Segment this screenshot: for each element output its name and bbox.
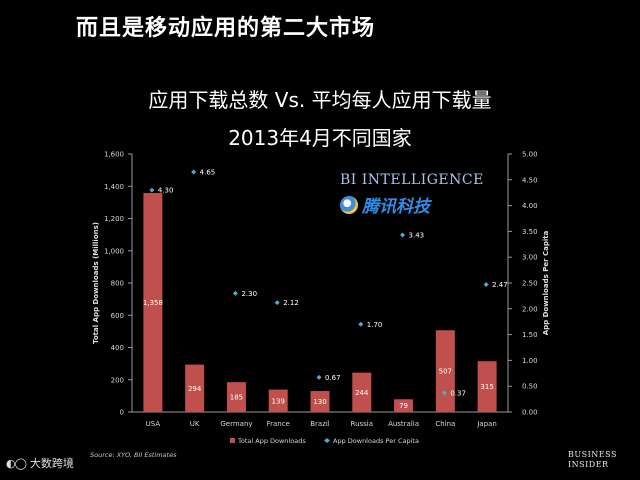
- chart-subtitle: 2013年4月不同国家: [228, 126, 412, 150]
- bi-logo-line-1: BUSINESS: [568, 450, 617, 459]
- per-capita-label: 2.30: [241, 290, 257, 298]
- y-tick-label: 0: [120, 409, 124, 417]
- tencent-watermark: 腾讯科技: [362, 197, 430, 217]
- x-tick-label: China: [435, 420, 455, 428]
- y2-tick-label: 2.00: [522, 305, 538, 313]
- y2-tick-label: 2.50: [522, 280, 538, 288]
- y2-tick-label: 3.00: [522, 254, 538, 262]
- bar-value-label: 244: [355, 389, 369, 397]
- bar: [394, 399, 414, 412]
- y-axis-title: Total App Downloads (Millions): [92, 222, 100, 344]
- bar-value-label: 185: [230, 394, 243, 402]
- y-tick-label: 1,400: [104, 183, 124, 191]
- y2-tick-label: 1.00: [522, 357, 538, 365]
- bi-intelligence-watermark: BI INTELLIGENCE: [340, 172, 484, 188]
- per-capita-point: [316, 374, 322, 380]
- y2-tick-label: 0.50: [522, 383, 538, 391]
- chart-title: 应用下载总数 Vs. 平均每人应用下载量: [148, 88, 492, 112]
- legend-bar-label: Total App Downloads: [237, 437, 306, 445]
- bar-value-label: 1,358: [143, 299, 163, 307]
- per-capita-point: [191, 169, 197, 175]
- bar-value-label: 315: [480, 383, 493, 391]
- y2-tick-label: 3.50: [522, 228, 538, 236]
- per-capita-point: [358, 321, 364, 327]
- per-capita-point: [232, 290, 238, 296]
- per-capita-point: [274, 300, 280, 306]
- per-capita-label: 2.47: [492, 281, 508, 289]
- per-capita-label: 1.70: [367, 321, 383, 329]
- x-tick-label: Japan: [476, 420, 497, 428]
- per-capita-label: 2.12: [283, 299, 299, 307]
- watermark: BI INTELLIGENCE 腾讯科技: [340, 172, 484, 217]
- legend-bar-swatch: [230, 438, 235, 443]
- x-tick-label: USA: [146, 420, 161, 428]
- y-tick-label: 1,600: [104, 151, 124, 159]
- corner-logo-text: 大数跨境: [29, 457, 74, 470]
- per-capita-point: [441, 390, 447, 396]
- source-note: Source: XYO, BII Estimates: [90, 451, 177, 459]
- y2-tick-label: 4.00: [522, 202, 538, 210]
- x-tick-label: UK: [190, 420, 200, 428]
- x-tick-label: Russia: [351, 420, 374, 428]
- bar: [310, 391, 330, 412]
- bar: [143, 193, 163, 412]
- y2-tick-label: 5.00: [522, 151, 538, 159]
- per-capita-label: 4.65: [200, 169, 216, 177]
- y-tick-label: 1,200: [104, 215, 124, 223]
- bar: [477, 361, 497, 412]
- corner-logo-icon: ◐◯: [6, 456, 27, 470]
- bar: [435, 330, 455, 412]
- y-tick-label: 600: [111, 312, 124, 320]
- per-capita-label: 0.37: [450, 389, 466, 397]
- x-tick-label: Germany: [220, 420, 252, 428]
- y-tick-label: 400: [111, 344, 124, 352]
- bi-logo-line-2: INSIDER: [568, 460, 609, 469]
- bar-value-label: 507: [439, 368, 452, 376]
- bar-value-label: 79: [399, 402, 408, 410]
- legend-point-swatch: [324, 438, 330, 443]
- bar: [226, 382, 246, 412]
- y-tick-label: 1,000: [104, 247, 124, 255]
- bar: [352, 372, 372, 412]
- corner-logo: ◐◯ 大数跨境: [6, 455, 74, 471]
- x-tick-label: Australia: [388, 420, 419, 428]
- per-capita-point: [149, 187, 155, 193]
- per-capita-point: [483, 282, 489, 288]
- y-tick-label: 800: [111, 280, 124, 288]
- x-tick-label: France: [267, 420, 290, 428]
- y2-tick-label: 0.00: [522, 409, 538, 417]
- bar-value-label: 139: [272, 397, 285, 405]
- y2-tick-label: 1.50: [522, 331, 538, 339]
- per-capita-label: 4.30: [158, 187, 174, 195]
- bar-value-label: 294: [188, 385, 202, 393]
- per-capita-point: [400, 232, 406, 238]
- x-tick-label: Brazil: [310, 420, 330, 428]
- legend-point-label: App Downloads Per Capita: [333, 437, 419, 445]
- y2-axis-title: App Downloads Per Capita: [542, 230, 550, 335]
- bar: [185, 364, 205, 412]
- bar: [268, 389, 288, 412]
- y2-tick-label: 4.50: [522, 176, 538, 184]
- tencent-logo-icon: [340, 195, 358, 214]
- slide-title: 而且是移动应用的第二大市场: [76, 16, 376, 41]
- bar-value-label: 130: [313, 398, 326, 406]
- per-capita-label: 3.43: [409, 232, 425, 240]
- y-tick-label: 200: [111, 376, 124, 384]
- per-capita-label: 0.67: [325, 374, 341, 382]
- business-insider-logo: BUSINESS INSIDER: [568, 450, 617, 470]
